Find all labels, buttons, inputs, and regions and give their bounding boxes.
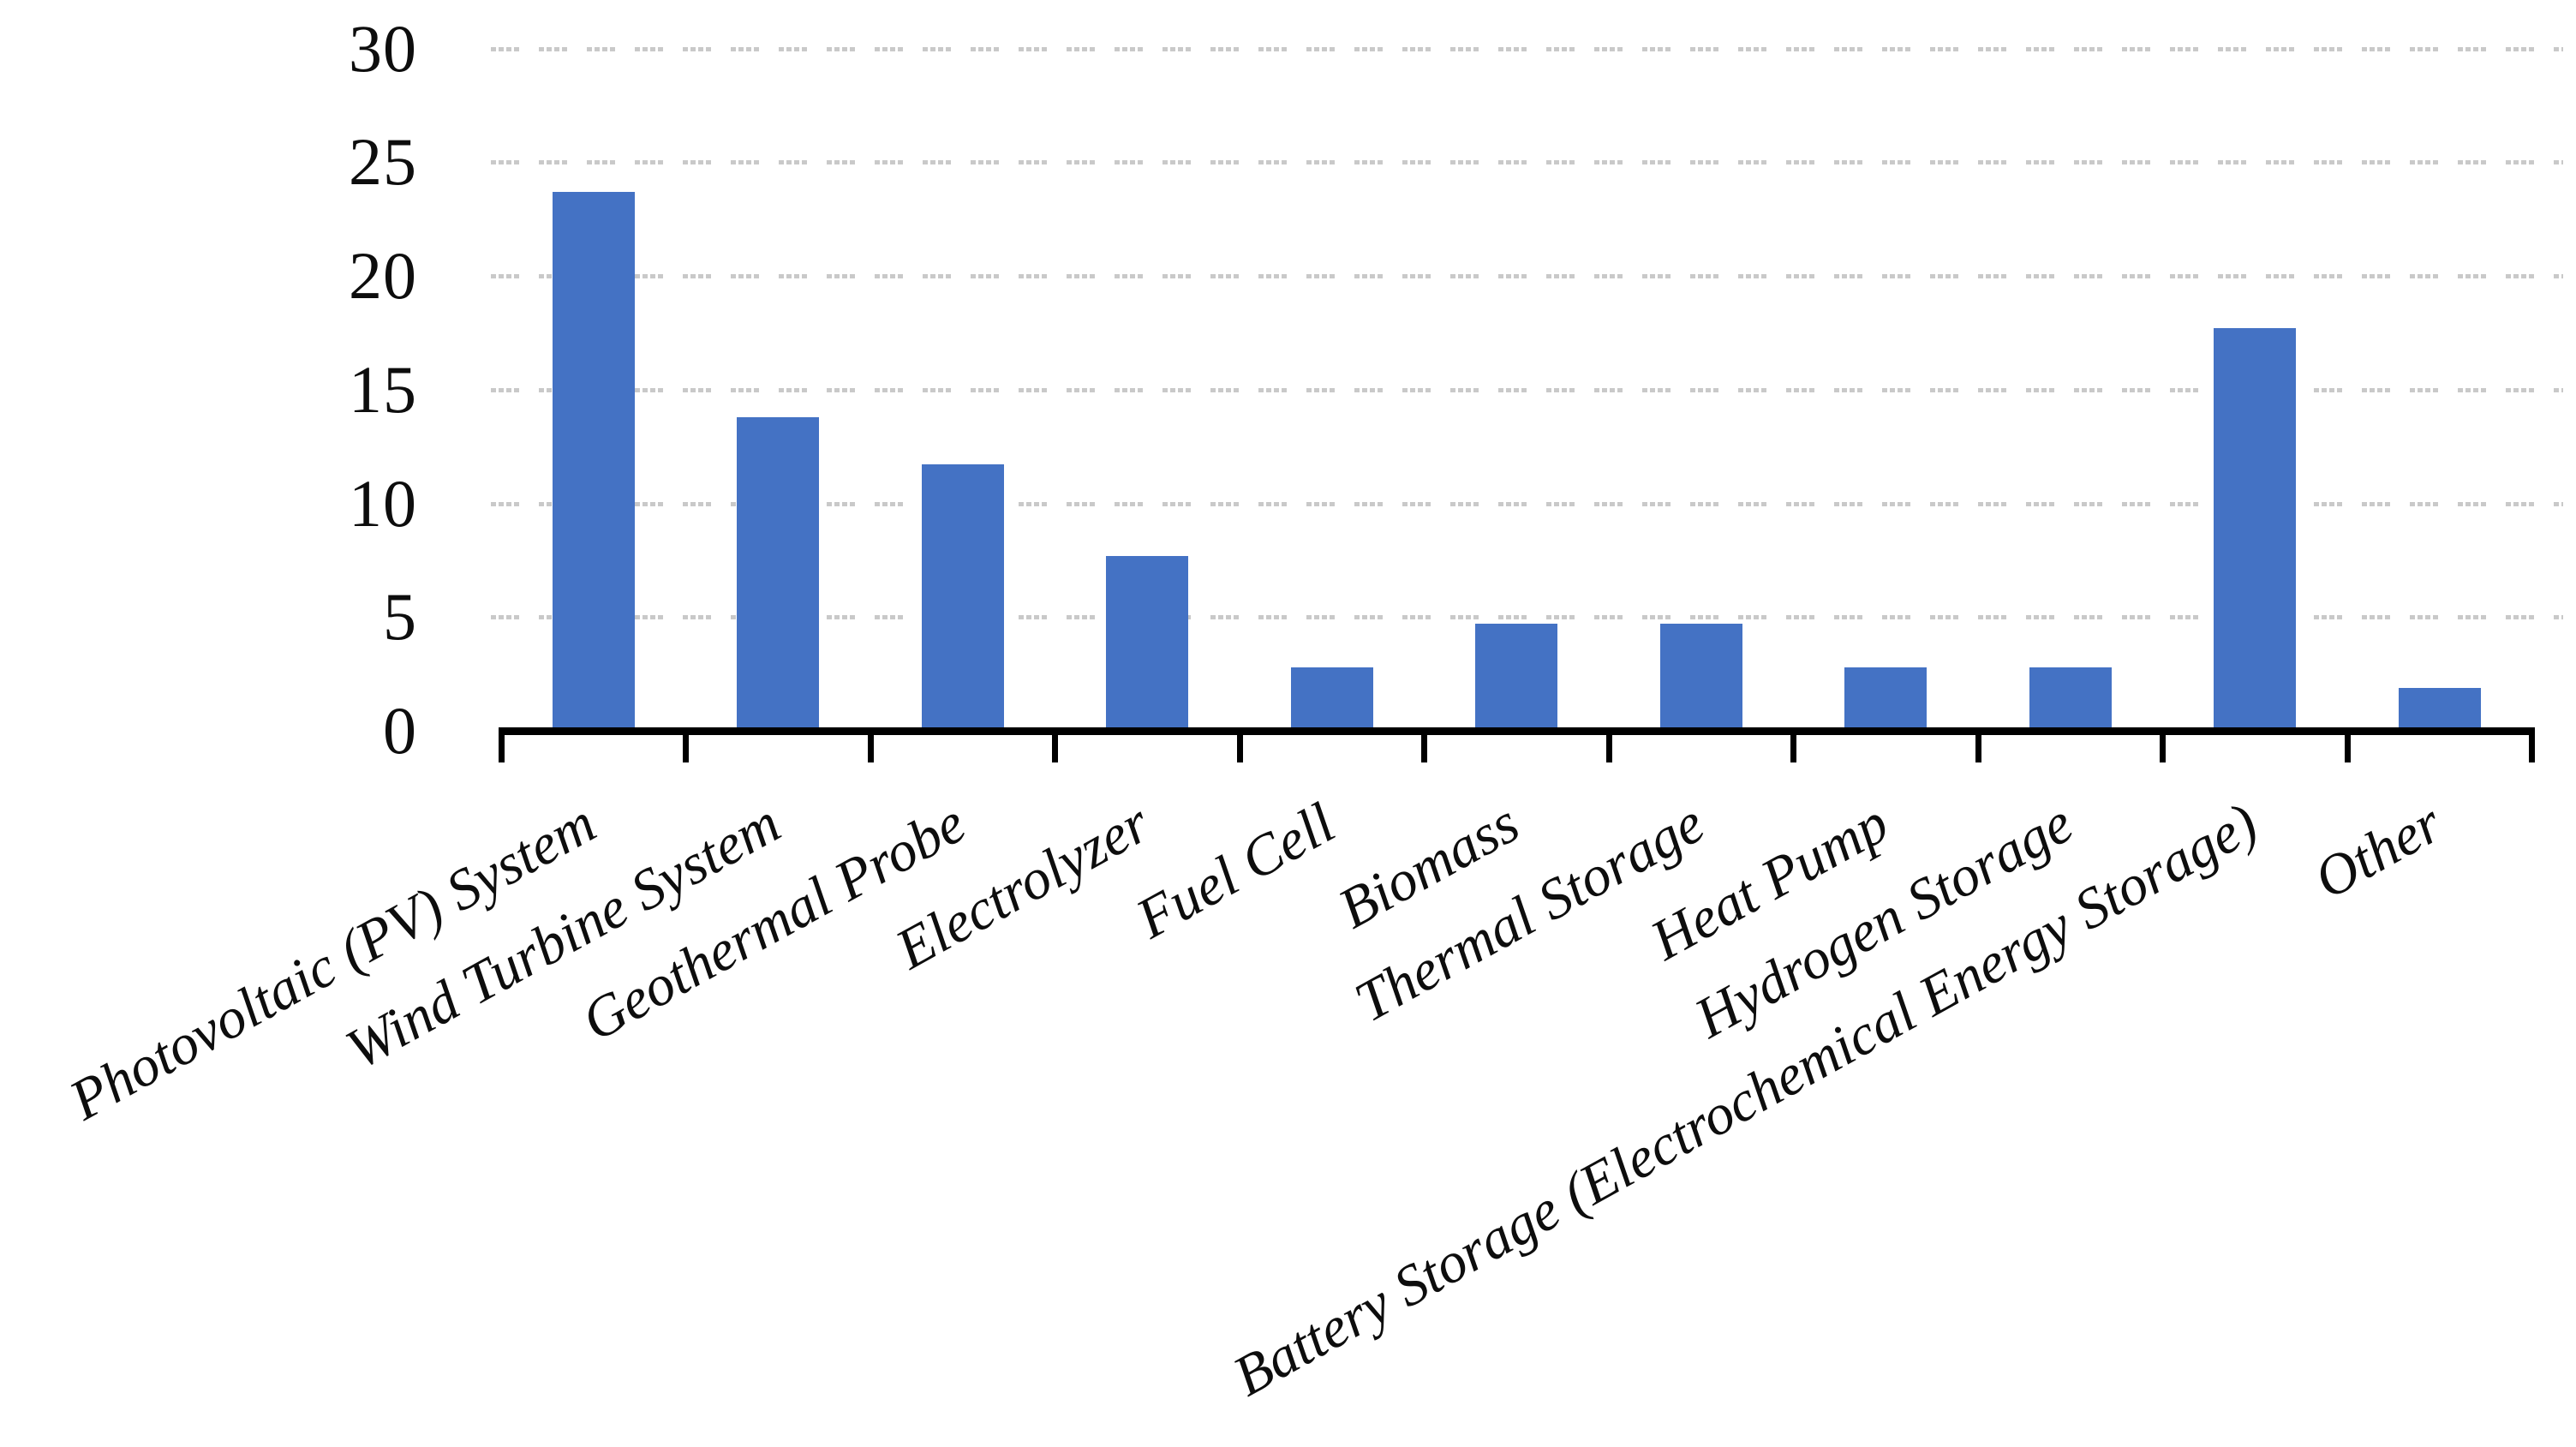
y-axis-tick-label: 10: [349, 465, 417, 541]
x-axis-tick: [2344, 727, 2351, 762]
gridline-25: [491, 160, 2563, 165]
bar-1: [552, 191, 635, 731]
gridline-10: [491, 501, 2563, 506]
x-axis-tick: [1790, 727, 1796, 762]
y-axis-tick-label: 25: [349, 124, 417, 200]
y-axis-tick-label: 5: [383, 579, 417, 655]
bar-10: [2214, 328, 2297, 731]
bar-6: [1475, 624, 1558, 731]
x-axis-tick: [867, 727, 874, 762]
x-axis-tick: [498, 727, 505, 762]
x-axis-tick: [1605, 727, 1612, 762]
bar-2: [737, 416, 820, 731]
y-axis-tick-label: 15: [349, 351, 417, 427]
gridline-15: [491, 387, 2563, 392]
bar-11: [2398, 687, 2481, 731]
x-axis-line: [499, 727, 2534, 735]
x-axis-category-label: Other: [2304, 791, 2453, 912]
bar-5: [1290, 667, 1373, 731]
y-axis-tick-label: 0: [383, 693, 417, 768]
x-axis-tick: [1975, 727, 1981, 762]
x-axis-tick: [1052, 727, 1058, 762]
x-axis-tick: [2160, 727, 2166, 762]
y-axis-tick-label: 20: [349, 238, 417, 313]
bar-8: [1844, 667, 1928, 731]
x-axis-tick: [2529, 727, 2535, 762]
x-axis-tick: [683, 727, 689, 762]
y-axis-tick-label: 30: [349, 10, 417, 86]
bar-3: [921, 464, 1004, 731]
gridline-30: [491, 46, 2563, 51]
bar-7: [1659, 624, 1742, 731]
gridline-5: [491, 615, 2563, 620]
x-axis-category-label: Fuel Cell: [1126, 791, 1345, 951]
x-axis-tick: [1421, 727, 1427, 762]
bar-9: [2029, 667, 2112, 731]
bar-4: [1106, 555, 1189, 731]
gridline-20: [491, 274, 2563, 278]
x-axis-tick: [1236, 727, 1243, 762]
